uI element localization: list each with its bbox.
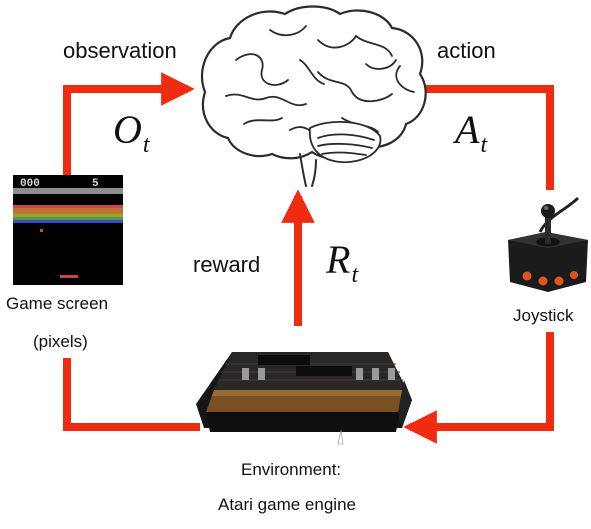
joystick-label: Joystick xyxy=(513,306,574,325)
joystick-button xyxy=(538,276,548,286)
reward-symbol-letter: R xyxy=(326,237,351,282)
joystick-button xyxy=(522,271,532,281)
action-symbol-subscript: t xyxy=(480,132,488,158)
top-wall xyxy=(13,188,123,194)
game-screen-label: Game screen xyxy=(6,294,109,313)
svg-text:5: 5 xyxy=(92,178,99,190)
brain-icon xyxy=(200,5,427,187)
action-symbol: At xyxy=(455,107,488,158)
reward-symbol: Rt xyxy=(326,237,359,288)
pixels-label: (pixels) xyxy=(33,332,88,351)
engine-label: Atari game engine xyxy=(218,495,356,514)
observation-arrow xyxy=(63,72,195,175)
joystick-icon xyxy=(508,196,588,292)
svg-text:000: 000 xyxy=(20,178,40,190)
joystick-button xyxy=(554,276,564,286)
brick-row-orange xyxy=(13,208,123,211)
brick-row-green xyxy=(13,217,123,220)
environment-label: Environment: xyxy=(241,460,342,479)
atari-console-icon xyxy=(196,352,412,445)
paddle xyxy=(60,275,78,278)
observation-label: observation xyxy=(63,38,177,63)
action-symbol-letter: A xyxy=(455,107,480,152)
brick-row-red xyxy=(13,205,123,208)
ball xyxy=(40,229,43,232)
screen-score-text: 000 5 xyxy=(20,178,99,190)
brick-row-blue xyxy=(13,220,123,223)
environment-to-screen-arrow xyxy=(63,358,200,431)
joystick-to-environment-arrow xyxy=(403,332,554,444)
action-label: action xyxy=(437,38,496,63)
observation-symbol-subscript: t xyxy=(142,132,150,158)
observation-symbol-letter: O xyxy=(113,107,142,152)
action-arrow xyxy=(420,85,554,190)
breakout-screen-icon: 000 5 xyxy=(13,175,123,285)
joystick-button xyxy=(570,271,578,279)
reward-label: reward xyxy=(193,252,261,277)
brick-row-amber xyxy=(13,211,123,214)
brick-row-yellow xyxy=(13,214,123,217)
observation-symbol: Ot xyxy=(113,107,150,158)
reward-symbol-subscript: t xyxy=(351,262,359,288)
